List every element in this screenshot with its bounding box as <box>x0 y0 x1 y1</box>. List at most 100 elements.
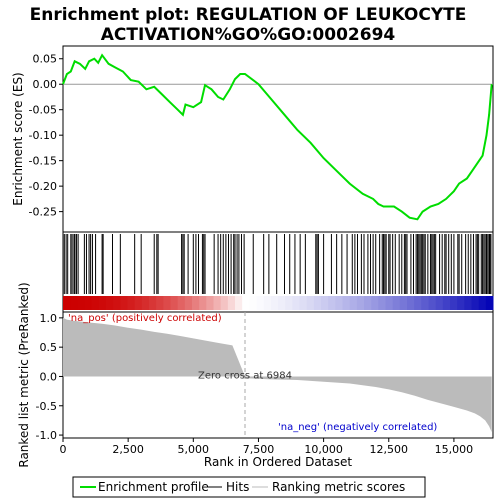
color-bar-segment <box>464 296 472 310</box>
x-tick-label: 12,500 <box>370 443 409 456</box>
color-bar-segment <box>364 296 372 310</box>
color-bar-segment <box>227 296 236 310</box>
color-bar-segment <box>313 296 322 310</box>
es-panel-frame <box>62 45 494 233</box>
positive-correlation-label: 'na_pos' (positively correlated) <box>68 313 222 324</box>
color-bar-segment <box>256 296 265 310</box>
color-bar-segment <box>149 296 157 310</box>
color-bar-segment <box>371 296 379 310</box>
x-tick-label: 5,000 <box>178 443 210 456</box>
color-bar-segment <box>335 296 343 310</box>
color-bar-segment <box>299 296 308 310</box>
legend-hits-label: Hits <box>226 480 249 494</box>
es-curve-line <box>62 53 493 221</box>
metric-y-tick-label: 1.0 <box>40 312 58 325</box>
color-bar-segment <box>399 296 408 310</box>
color-bar-segment <box>435 296 444 310</box>
color-bar-segment <box>213 296 222 310</box>
legend-frame <box>72 476 426 498</box>
color-bar-segment <box>421 296 429 310</box>
x-tick-label: 15,000 <box>435 443 474 456</box>
color-bar-segment <box>63 296 71 310</box>
color-bar-segment <box>356 296 365 310</box>
metric-y-tick-label: -0.5 <box>36 400 57 413</box>
color-bar-segment <box>235 296 243 310</box>
color-bar-segment <box>442 296 451 310</box>
color-bar-segment <box>156 296 164 310</box>
color-bar-segment <box>485 296 494 310</box>
color-bar-segment <box>263 296 272 310</box>
color-bar-segment <box>249 296 257 310</box>
legend-es-label: Enrichment profile <box>98 480 209 494</box>
legend-metric-label: Ranking metric scores <box>272 480 405 494</box>
rank-color-bar <box>63 296 494 310</box>
color-bar-segment <box>84 296 93 310</box>
legend: Enrichment profile Hits Ranking metric s… <box>72 476 426 498</box>
color-bar-segment <box>306 296 315 310</box>
color-bar-segment <box>91 296 100 310</box>
es-y-tick-label: -0.05 <box>29 104 57 117</box>
x-tick-label: 10,000 <box>304 443 343 456</box>
es-y-tick-label: -0.20 <box>29 180 57 193</box>
color-bar-segment <box>457 296 465 310</box>
color-bar-segment <box>141 296 150 310</box>
metric-panel: 1.0 0.5 0.0 -0.5 -1.0 0 2,500 5,000 7,500 10,000… <box>36 311 494 456</box>
color-bar-segment <box>342 296 351 310</box>
zero-cross-label: Zero cross at 6984 <box>198 370 292 381</box>
color-bar-segment <box>378 296 386 310</box>
es-y-tick-label: 0.05 <box>33 53 58 66</box>
x-axis-label: Rank in Ordered Dataset <box>204 455 352 469</box>
es-y-axis-ticks: 0.05 0.00 -0.05 -0.10 -0.15 -0.20 -0.25 <box>29 53 63 219</box>
es-y-tick-label: 0.00 <box>33 78 58 91</box>
hit-lines-group <box>63 234 492 294</box>
color-bar-segment <box>278 296 286 310</box>
color-bar-segment <box>70 296 78 310</box>
chart-title-line2: ACTIVATION%GO%GO:0002694 <box>101 25 396 45</box>
color-bar-segment <box>285 296 293 310</box>
es-y-tick-label: -0.15 <box>29 155 57 168</box>
color-bar-segment <box>450 296 458 310</box>
color-bar-segment <box>328 296 336 310</box>
color-bar-segment <box>478 296 487 310</box>
color-bar-segment <box>113 296 121 310</box>
color-bar-segment <box>120 296 128 310</box>
color-bar-segment <box>428 296 437 310</box>
ranking-metric-area <box>63 317 492 433</box>
metric-y-tick-label: 0.5 <box>40 341 58 354</box>
color-bar-segment <box>321 296 329 310</box>
color-bar-segment <box>414 296 422 310</box>
es-y-tick-label: -0.25 <box>29 206 57 219</box>
color-bar-segment <box>163 296 171 310</box>
color-bar-segment <box>170 296 179 310</box>
color-bar-segment <box>134 296 143 310</box>
color-bar-segment <box>270 296 279 310</box>
es-y-axis-label: Enrichment score (ES) <box>11 72 25 205</box>
color-bar-segment <box>292 296 300 310</box>
metric-y-tick-label: -1.0 <box>36 429 57 442</box>
color-bar-segment <box>184 296 193 310</box>
color-bar-segment <box>407 296 415 310</box>
color-bar-segment <box>106 296 114 310</box>
color-bar-segment <box>192 296 200 310</box>
x-tick-label: 0 <box>60 443 67 456</box>
metric-y-axis-ticks: 1.0 0.5 0.0 -0.5 -1.0 <box>36 312 63 442</box>
color-bar-segment <box>98 296 107 310</box>
color-bar-segment <box>242 296 250 310</box>
hits-panel <box>62 231 494 313</box>
color-bar-segment <box>206 296 214 310</box>
color-bar-segment <box>220 296 229 310</box>
color-bar-segment <box>199 296 207 310</box>
color-bar-segment <box>77 296 85 310</box>
x-tick-label: 2,500 <box>112 443 144 456</box>
color-bar-segment <box>385 296 394 310</box>
x-axis-ticks: 0 2,500 5,000 7,500 10,000 12,500 15,000 <box>60 438 474 456</box>
negative-correlation-label: 'na_neg' (negatively correlated) <box>278 422 437 433</box>
es-panel: 0.05 0.00 -0.05 -0.10 -0.15 -0.20 -0.25 <box>29 45 494 233</box>
chart-title-line1: Enrichment plot: REGULATION OF LEUKOCYTE <box>30 5 467 25</box>
color-bar-segment <box>177 296 186 310</box>
color-bar-segment <box>127 296 136 310</box>
x-tick-label: 7,500 <box>243 443 275 456</box>
color-bar-segment <box>392 296 401 310</box>
